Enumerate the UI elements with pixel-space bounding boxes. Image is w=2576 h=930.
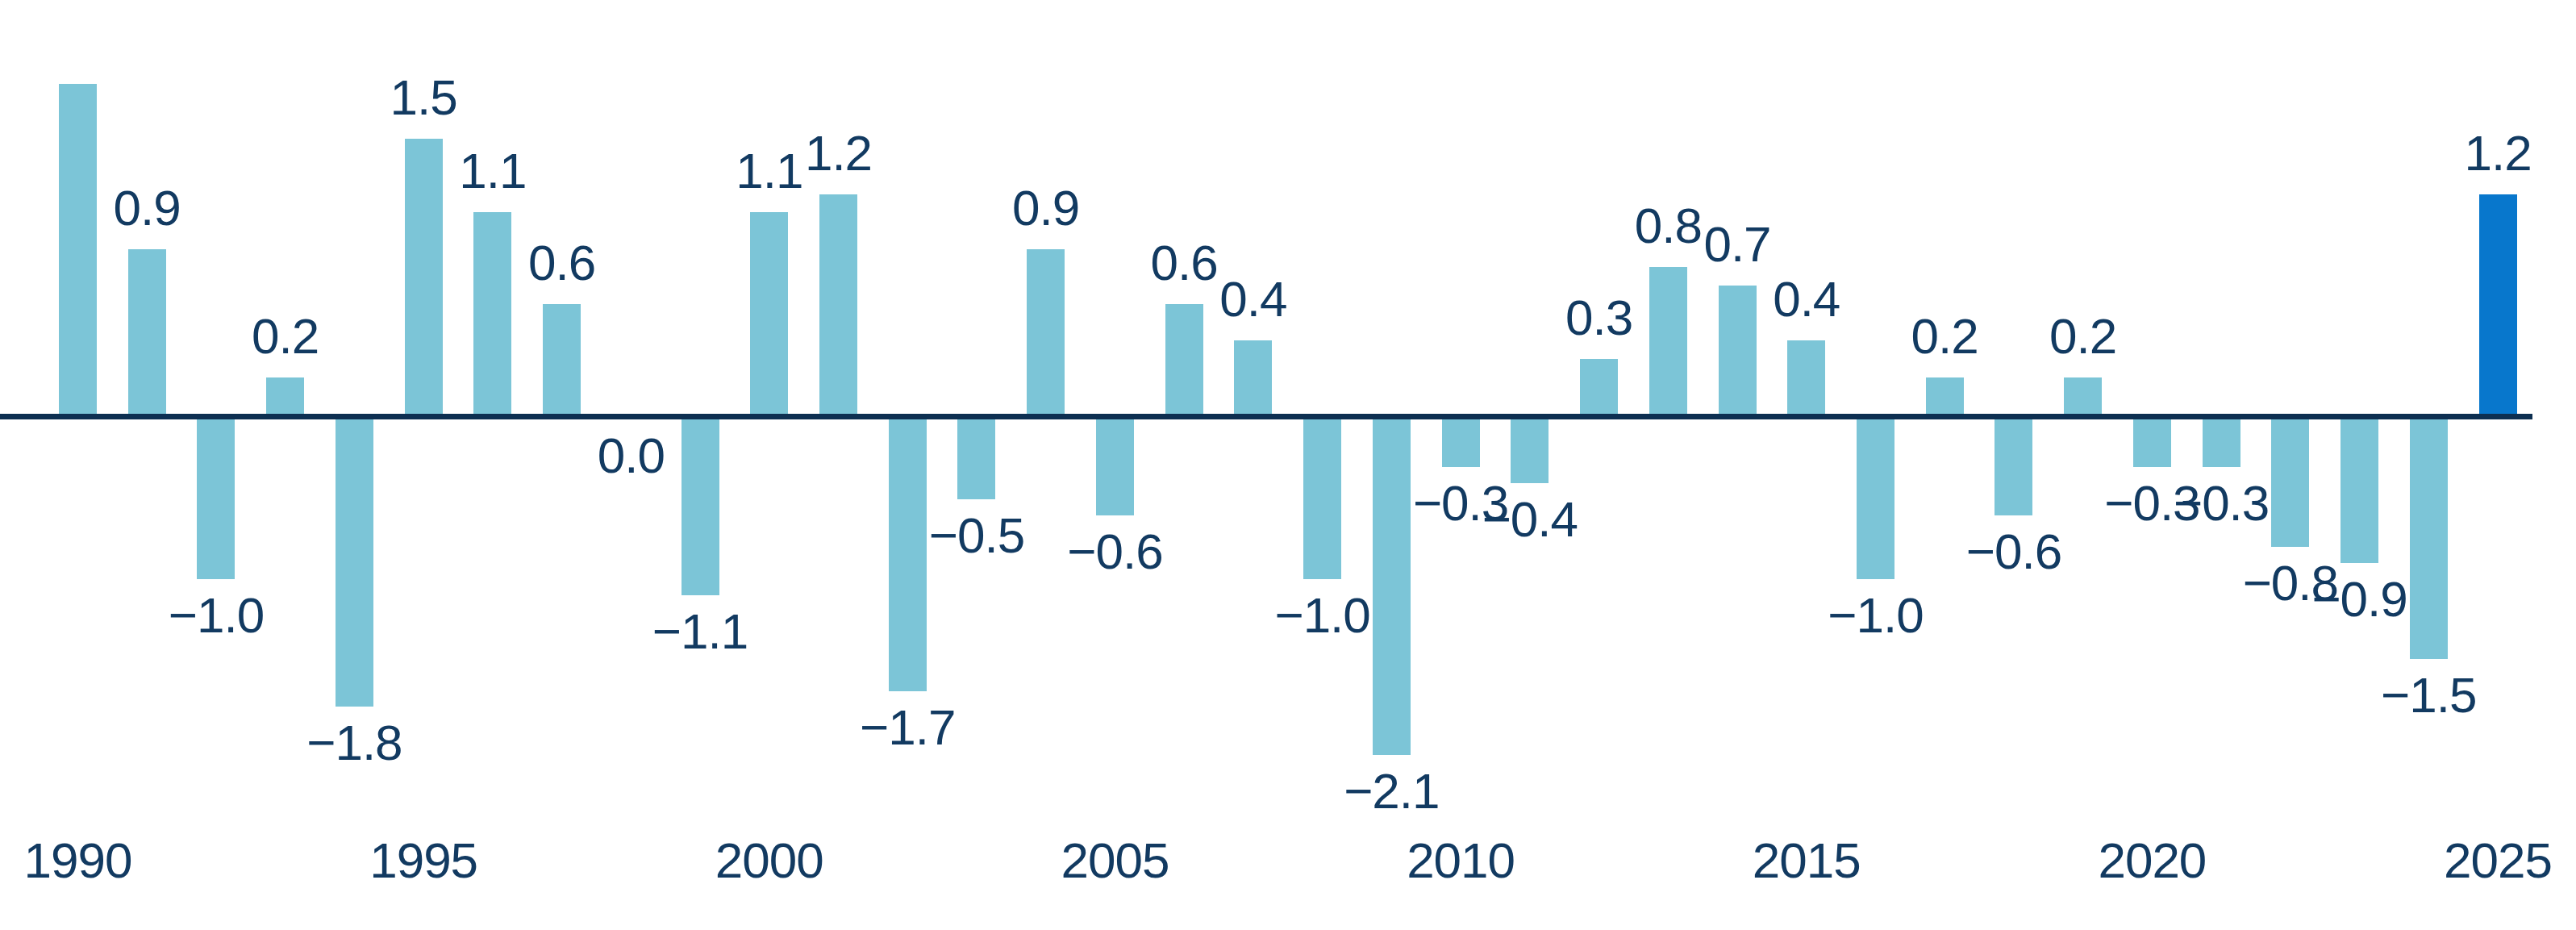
bar-2023 (2340, 419, 2378, 563)
bar-value-label-2008: −1.0 (1274, 590, 1369, 640)
bar-value-label-1996: 1.1 (459, 146, 526, 196)
bar-2011 (1511, 419, 1549, 483)
bar-value-label-2001: 1.2 (805, 128, 872, 178)
bar-value-label-2006: 0.6 (1151, 238, 1218, 288)
bar-value-label-2016: −1.0 (1828, 590, 1923, 640)
x-tick-label-2005: 2005 (1061, 836, 1169, 886)
bar-1995 (405, 139, 443, 414)
bar-1993 (266, 377, 304, 414)
bar-2008 (1303, 419, 1341, 579)
bar-1994 (336, 419, 373, 707)
bar-2002 (889, 419, 927, 691)
bar-value-label-1991: 0.9 (114, 183, 181, 233)
bar-2014 (1719, 286, 1757, 414)
bar-2018 (1995, 419, 2032, 515)
bar-value-label-2005: −0.6 (1067, 527, 1162, 577)
bar-value-label-1992: −1.0 (169, 590, 264, 640)
annual-change-bar-chart: 0.9−1.00.2−1.81.51.10.60.0−1.11.11.2−1.7… (0, 0, 2576, 930)
bar-2012 (1580, 359, 1618, 414)
bar-2006 (1165, 304, 1203, 414)
bar-2021 (2203, 419, 2240, 467)
bar-value-label-2014: 0.7 (1703, 219, 1770, 269)
bar-1997 (543, 304, 581, 414)
bar-value-label-2013: 0.8 (1635, 201, 1702, 251)
bar-2019 (2064, 377, 2102, 414)
bar-1991 (128, 249, 166, 414)
bar-value-label-2023: −0.9 (2311, 574, 2407, 624)
bar-value-label-2007: 0.4 (1219, 274, 1286, 324)
bar-value-label-1999: −1.1 (652, 607, 748, 657)
x-tick-label-2010: 2010 (1407, 836, 1515, 886)
bar-2020 (2133, 419, 2171, 467)
bar-2004 (1027, 249, 1065, 414)
bar-value-label-2015: 0.4 (1773, 274, 1840, 324)
bar-2017 (1926, 377, 1964, 414)
bar-value-label-2011: −0.4 (1482, 494, 1578, 544)
bar-2013 (1649, 267, 1687, 414)
bar-2015 (1787, 340, 1825, 414)
bar-value-label-1994: −1.8 (306, 718, 402, 768)
bar-2010 (1442, 419, 1480, 467)
bar-2025 (2479, 194, 2517, 414)
x-tick-label-2025: 2025 (2444, 836, 2552, 886)
bar-2009 (1373, 419, 1411, 755)
bar-1996 (473, 212, 511, 414)
x-tick-label-1990: 1990 (24, 836, 132, 886)
bar-value-label-2002: −1.7 (860, 703, 955, 753)
bar-value-label-2000: 1.1 (736, 146, 802, 196)
bar-2024 (2410, 419, 2448, 659)
bar-value-label-2012: 0.3 (1565, 293, 1632, 343)
bar-value-label-1998: 0.0 (598, 431, 665, 481)
bar-2000 (750, 212, 788, 414)
bar-1990 (59, 84, 97, 414)
bar-1992 (197, 419, 235, 579)
bar-value-label-2021: −0.3 (2174, 478, 2269, 528)
bar-value-label-1997: 0.6 (528, 238, 595, 288)
bar-value-label-1995: 1.5 (390, 73, 457, 123)
x-tick-label-1995: 1995 (369, 836, 477, 886)
bar-value-label-2018: −0.6 (1966, 527, 2061, 577)
bar-value-label-2024: −1.5 (2381, 670, 2476, 720)
bar-2001 (819, 194, 857, 414)
bar-value-label-2025: 1.2 (2464, 128, 2531, 178)
bar-2016 (1857, 419, 1894, 579)
bar-2022 (2271, 419, 2309, 547)
x-tick-label-2015: 2015 (1753, 836, 1861, 886)
bar-2003 (957, 419, 995, 499)
bar-value-label-1993: 0.2 (252, 311, 319, 361)
bar-value-label-2019: 0.2 (2049, 311, 2116, 361)
x-tick-label-2000: 2000 (715, 836, 823, 886)
x-axis-baseline (0, 414, 2532, 419)
bar-2005 (1096, 419, 1134, 515)
bar-2007 (1234, 340, 1272, 414)
bar-value-label-2003: −0.5 (929, 511, 1024, 561)
bar-1999 (682, 419, 719, 595)
bar-value-label-2004: 0.9 (1012, 183, 1079, 233)
bar-value-label-2017: 0.2 (1911, 311, 1978, 361)
bar-value-label-2009: −2.1 (1344, 766, 1439, 816)
x-tick-label-2020: 2020 (2098, 836, 2206, 886)
